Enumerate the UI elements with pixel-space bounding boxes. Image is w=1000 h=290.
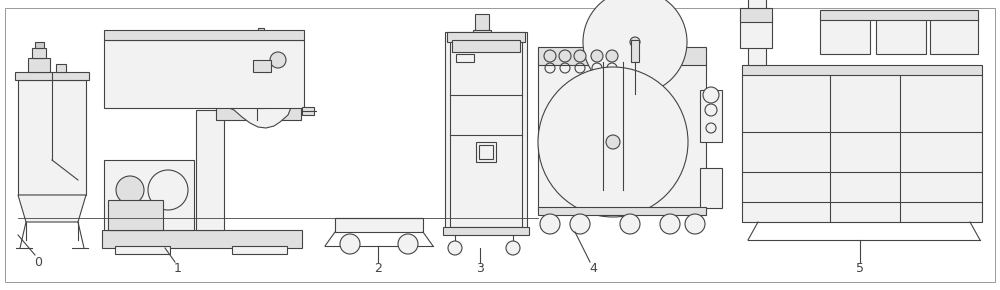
Bar <box>700 90 722 142</box>
Circle shape <box>544 50 556 62</box>
Bar <box>876 18 926 54</box>
Bar <box>538 62 706 210</box>
Circle shape <box>703 87 719 103</box>
Bar <box>104 30 304 40</box>
Bar <box>258 28 264 108</box>
Bar <box>740 16 772 48</box>
Bar <box>216 105 301 120</box>
Bar <box>104 40 304 108</box>
Bar <box>335 218 423 232</box>
Bar <box>443 227 529 235</box>
Circle shape <box>540 214 560 234</box>
Circle shape <box>270 52 286 68</box>
Bar <box>15 72 89 80</box>
Text: 4: 4 <box>589 262 597 275</box>
Bar <box>115 246 170 254</box>
Circle shape <box>448 241 462 255</box>
Bar <box>538 207 706 215</box>
Circle shape <box>538 67 688 217</box>
Bar <box>930 18 978 54</box>
Bar <box>28 58 50 72</box>
Bar <box>452 40 520 52</box>
Bar <box>476 142 496 162</box>
Bar <box>820 18 870 54</box>
Bar <box>475 14 489 32</box>
Circle shape <box>340 234 360 254</box>
Bar <box>253 60 271 72</box>
Circle shape <box>398 234 418 254</box>
Bar <box>742 74 982 222</box>
Circle shape <box>685 214 705 234</box>
Bar <box>104 160 194 230</box>
Bar <box>32 48 46 58</box>
Text: 1: 1 <box>174 262 182 275</box>
Bar <box>445 32 527 232</box>
Bar <box>196 110 224 230</box>
Bar <box>473 30 491 36</box>
Bar <box>631 40 639 62</box>
Bar <box>748 0 766 65</box>
Bar <box>108 200 163 230</box>
Bar <box>102 230 302 248</box>
Polygon shape <box>18 195 86 222</box>
Text: 2: 2 <box>374 262 382 275</box>
Circle shape <box>620 214 640 234</box>
Circle shape <box>506 241 520 255</box>
Bar <box>232 246 287 254</box>
Bar <box>740 8 772 22</box>
Bar <box>450 37 522 227</box>
Circle shape <box>570 214 590 234</box>
Polygon shape <box>222 60 292 128</box>
Bar <box>302 107 314 115</box>
Circle shape <box>630 37 640 47</box>
Circle shape <box>660 214 680 234</box>
Text: 0: 0 <box>34 255 42 269</box>
Bar <box>456 54 474 62</box>
Text: 5: 5 <box>856 262 864 275</box>
Circle shape <box>606 50 618 62</box>
Bar <box>700 168 722 208</box>
Circle shape <box>559 50 571 62</box>
Circle shape <box>148 170 188 210</box>
Bar <box>447 32 525 42</box>
Circle shape <box>591 50 603 62</box>
Bar <box>479 145 493 159</box>
Circle shape <box>574 50 586 62</box>
Circle shape <box>606 135 620 149</box>
Text: 3: 3 <box>476 262 484 275</box>
Circle shape <box>583 0 687 94</box>
Circle shape <box>116 176 144 204</box>
Bar <box>18 80 86 195</box>
Bar <box>538 47 706 65</box>
Bar <box>742 65 982 75</box>
Ellipse shape <box>251 73 263 91</box>
Bar <box>56 64 66 72</box>
Bar <box>820 10 978 20</box>
Bar <box>35 42 44 48</box>
